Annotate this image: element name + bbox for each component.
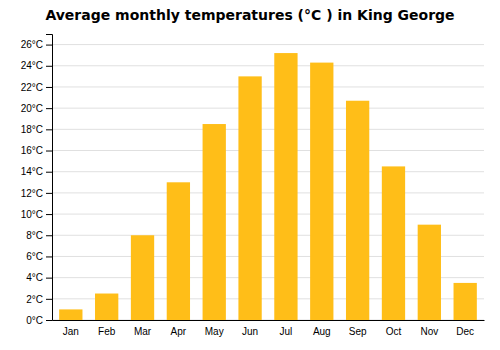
tick-label: 18°C: [21, 124, 43, 135]
grid-line: [52, 192, 484, 193]
grid-line: [52, 129, 484, 130]
bar: [418, 225, 441, 320]
tick: 0°C: [26, 315, 52, 326]
tick-label: 24°C: [21, 60, 43, 71]
tick: Sep: [349, 326, 367, 337]
tick-label: 22°C: [21, 82, 43, 93]
tick: Jul: [280, 326, 293, 337]
bar: [346, 101, 369, 320]
tick-mark: [46, 256, 52, 257]
tick: Nov: [420, 326, 438, 337]
grid-line: [52, 108, 484, 109]
tick-mark: [46, 87, 52, 88]
tick-label: 0°C: [26, 315, 43, 326]
tick-label: Oct: [386, 326, 402, 337]
tick: 22°C: [21, 82, 52, 93]
tick: Jun: [242, 326, 258, 337]
grid-line: [52, 86, 484, 87]
tick: 4°C: [26, 272, 52, 283]
tick-label: Jul: [280, 326, 293, 337]
tick-label: 2°C: [26, 294, 43, 305]
grid-line: [52, 65, 484, 66]
tick-label: May: [205, 326, 224, 337]
tick-label: Apr: [171, 326, 187, 337]
tick: 10°C: [21, 209, 52, 220]
bar: [382, 166, 405, 320]
grid-line: [52, 150, 484, 151]
tick: 14°C: [21, 166, 52, 177]
tick: 2°C: [26, 294, 52, 305]
tick: Oct: [386, 326, 402, 337]
tick-mark: [46, 66, 52, 67]
axis-line: [53, 320, 485, 321]
bars: [59, 53, 477, 320]
tick-mark: [46, 193, 52, 194]
tick-mark: [46, 320, 52, 321]
tick-label: Jan: [63, 326, 79, 337]
tick-mark: [46, 172, 52, 173]
tick: Aug: [313, 326, 331, 337]
tick-label: 14°C: [21, 166, 43, 177]
tick-label: Sep: [349, 326, 367, 337]
tick-mark: [46, 278, 52, 279]
tick-mark: [46, 299, 52, 300]
tick: 18°C: [21, 124, 52, 135]
bar: [59, 309, 82, 320]
tick-label: 20°C: [21, 103, 43, 114]
tick-label: Feb: [98, 326, 116, 337]
bar: [454, 283, 477, 320]
grid-line: [52, 171, 484, 172]
tick: 8°C: [26, 230, 52, 241]
tick-label: 16°C: [21, 145, 43, 156]
bar: [274, 53, 297, 320]
tick-label: Aug: [313, 326, 331, 337]
bar: [167, 182, 190, 320]
x-axis: Jan Feb Mar Apr May Jun Jul Aug Sep Oct Nov Dec: [53, 321, 485, 338]
tick: Mar: [134, 326, 152, 337]
bar: [203, 124, 226, 320]
title: Average monthly temperatures (°C ) in Ki…: [45, 7, 454, 23]
tick-label: 6°C: [26, 251, 43, 262]
plot: 0°C 2°C 4°C 6°C 8°C 10°C 12°C 14°C 16°C 18°C 20°C 2…: [21, 35, 485, 338]
tick: 20°C: [21, 103, 52, 114]
tick: 6°C: [26, 251, 52, 262]
tick-label: Nov: [420, 326, 438, 337]
tick-label: 12°C: [21, 188, 43, 199]
chart: 0°C 2°C 4°C 6°C 8°C 10°C 12°C 14°C 16°C 18°C 20°C 2…: [0, 0, 500, 350]
tick-label: 4°C: [26, 272, 43, 283]
grid-line: [52, 44, 484, 45]
y-axis: 0°C 2°C 4°C 6°C 8°C 10°C 12°C 14°C 16°C 18°C 20°C 2…: [21, 35, 53, 326]
tick-mark: [46, 214, 52, 215]
tick-label: 26°C: [21, 39, 43, 50]
tick: 16°C: [21, 145, 52, 156]
tick: Apr: [171, 326, 187, 337]
grid: [52, 45, 484, 320]
tick-label: Dec: [456, 326, 474, 337]
bar: [310, 63, 333, 320]
tick-label: 10°C: [21, 209, 43, 220]
tick-mark: [46, 129, 52, 130]
axis-line: [46, 35, 53, 321]
tick: 26°C: [21, 39, 52, 50]
tick-label: Mar: [134, 326, 152, 337]
grid-line: [52, 214, 484, 215]
tick-label: Jun: [242, 326, 258, 337]
tick-label: 8°C: [26, 230, 43, 241]
tick: Dec: [456, 326, 474, 337]
tick-mark: [46, 235, 52, 236]
tick-mark: [46, 45, 52, 46]
tick: May: [205, 326, 224, 337]
bar: [131, 235, 154, 320]
tick-mark: [46, 151, 52, 152]
tick: Jan: [63, 326, 79, 337]
tick: Feb: [98, 326, 116, 337]
tick-mark: [46, 108, 52, 109]
tick: 24°C: [21, 60, 52, 71]
bar: [95, 294, 118, 320]
tick: 12°C: [21, 188, 52, 199]
bar: [238, 76, 261, 320]
